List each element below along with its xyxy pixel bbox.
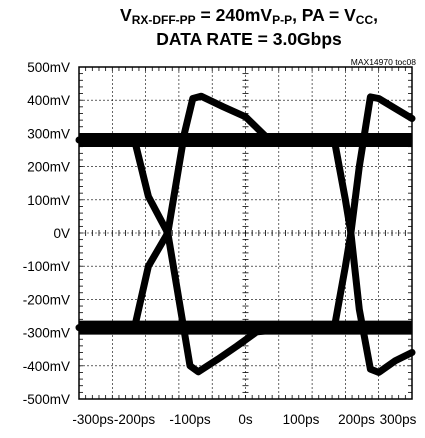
y-tick-label: -100mV <box>23 259 70 274</box>
y-tick-label: -300mV <box>23 326 70 341</box>
x-tick-label: 100ps <box>283 412 320 427</box>
y-tick-label: 0V <box>53 226 70 241</box>
x-tick-label: -300ps <box>72 412 114 427</box>
y-tick-label: 300mV <box>27 126 70 141</box>
y-tick-label: -400mV <box>23 359 70 374</box>
y-tick-labels: 500mV 400mV 300mV 200mV 100mV 0V -100mV -200mV -… <box>23 60 70 407</box>
x-tick-label: 0s <box>238 412 253 427</box>
y-tick-label: 400mV <box>27 93 70 108</box>
y-tick-label: -500mV <box>23 392 70 407</box>
y-tick-label: 100mV <box>27 193 70 208</box>
y-tick-label: 200mV <box>27 160 70 175</box>
x-tick-label: 200ps <box>338 412 375 427</box>
x-tick-label: -100ps <box>169 412 211 427</box>
x-tick-labels: -300ps -200ps -100ps 0s 100ps 200ps 300ps <box>72 412 416 427</box>
y-tick-label: 500mV <box>27 60 70 75</box>
eye-trace-2 <box>75 92 416 376</box>
y-tick-label: -200mV <box>23 292 70 307</box>
eye-trace-1 <box>75 93 416 376</box>
chart-title-line-1: VRX-DFF-PP = 240mVP-P, PA = VCC, <box>120 5 378 27</box>
chart-title-line-2: DATA RATE = 3.0Gbps <box>156 29 342 49</box>
x-tick-label: -200ps <box>114 412 156 427</box>
plot-frame <box>78 66 413 400</box>
x-tick-label: 300ps <box>380 412 417 427</box>
figure-code: MAX14970 toc08 <box>350 57 416 67</box>
eye-traces <box>75 92 416 376</box>
